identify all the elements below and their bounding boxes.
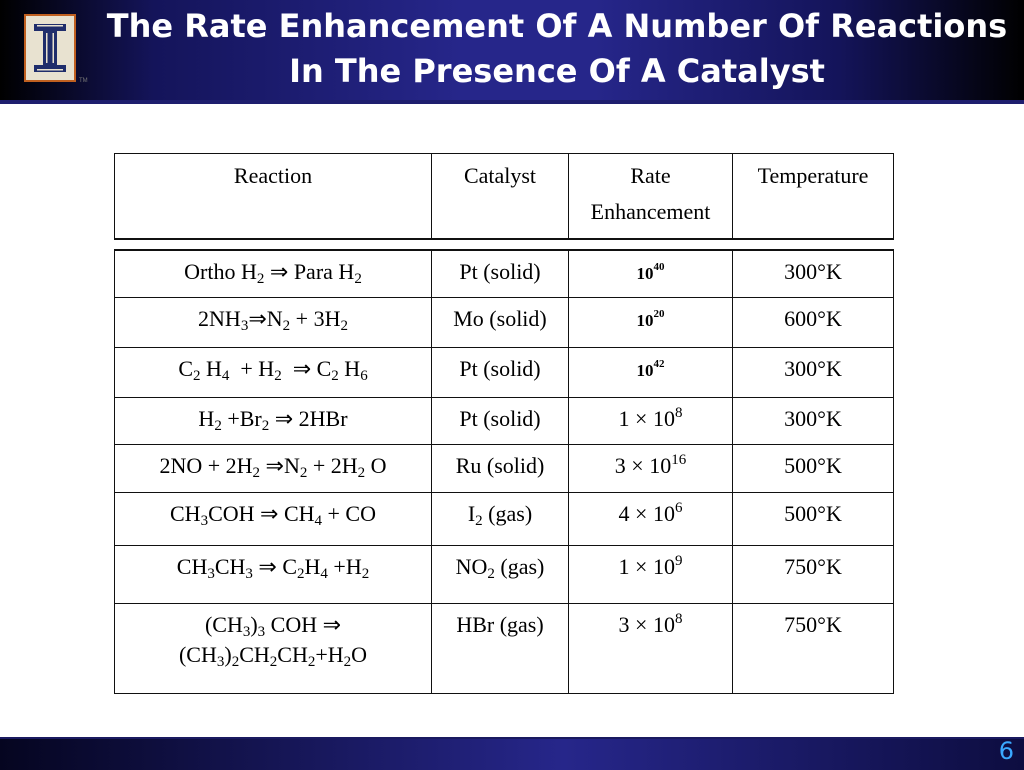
- table-header-row: Reaction Catalyst Rate Enhancement Temper…: [114, 153, 894, 239]
- temperature-cell: 300°K: [732, 397, 894, 445]
- temperature-cell: 500°K: [732, 444, 894, 493]
- rate-value: 3 × 108: [618, 611, 683, 638]
- header-separator: [114, 237, 894, 251]
- illinois-block-i-icon: [24, 14, 76, 82]
- rate-enhancement-cell: 1020: [568, 297, 733, 348]
- header-catalyst: Catalyst: [431, 153, 569, 239]
- rate-enhancement-cell: 1040: [568, 249, 733, 298]
- rate-value: 1 × 108: [618, 405, 683, 432]
- temperature-cell: 750°K: [732, 545, 894, 604]
- reaction-cell: 2NO + 2H2 ⇒N2 + 2H2 O: [114, 444, 432, 493]
- table-body: Ortho H2 ⇒ Para H2 Pt (solid) 1040 300°K 2NH…: [114, 237, 894, 694]
- reaction-cell: (CH3)3 COH ⇒ (CH3)2CH2CH2+H2O: [114, 603, 432, 694]
- rate-value: 1 × 109: [618, 553, 683, 580]
- reaction-cell: CH3COH ⇒ CH4 + CO: [114, 492, 432, 546]
- temperature-cell: 300°K: [732, 347, 894, 398]
- catalyst-cell: Pt (solid): [431, 397, 569, 445]
- rate-enhancement-cell: 3 × 108: [568, 603, 733, 694]
- header-rate-enhancement: Rate Enhancement: [568, 153, 733, 239]
- catalyst-cell: Pt (solid): [431, 347, 569, 398]
- header-rate-line1: Rate: [630, 163, 671, 188]
- header-band: [0, 0, 1024, 100]
- rate-enhancement-cell: 1042: [568, 347, 733, 398]
- table-row: 2NH3⇒N2 + 3H2 Mo (solid) 1020 600°K: [114, 297, 894, 348]
- rate-enhancement-table: Reaction Catalyst Rate Enhancement Temper…: [114, 153, 894, 694]
- table-row: Ortho H2 ⇒ Para H2 Pt (solid) 1040 300°K: [114, 249, 894, 298]
- catalyst-cell: NO2 (gas): [431, 545, 569, 604]
- temperature-cell: 600°K: [732, 297, 894, 348]
- rate-value: 1020: [636, 308, 665, 331]
- header-temperature: Temperature: [732, 153, 894, 239]
- catalyst-cell: Mo (solid): [431, 297, 569, 348]
- table-row: (CH3)3 COH ⇒ (CH3)2CH2CH2+H2O HBr (gas) 3 ×…: [114, 603, 894, 694]
- catalyst-cell: Ru (solid): [431, 444, 569, 493]
- table-row: CH3CH3 ⇒ C2H4 +H2 NO2 (gas) 1 × 109 750°K: [114, 545, 894, 604]
- rate-value: 4 × 106: [618, 500, 683, 527]
- reaction-cell: H2 +Br2 ⇒ 2HBr: [114, 397, 432, 445]
- page-number: 6: [998, 737, 1014, 765]
- rate-enhancement-cell: 4 × 106: [568, 492, 733, 546]
- temperature-cell: 500°K: [732, 492, 894, 546]
- header-divider: [0, 100, 1024, 104]
- reaction-cell: CH3CH3 ⇒ C2H4 +H2: [114, 545, 432, 604]
- temperature-cell: 300°K: [732, 249, 894, 298]
- rate-value: 3 × 1016: [614, 452, 687, 479]
- table-row: CH3COH ⇒ CH4 + CO I2 (gas) 4 × 106 500°K: [114, 492, 894, 546]
- catalyst-cell: Pt (solid): [431, 249, 569, 298]
- reaction-cell: C2 H4 + H2 ⇒ C2 H6: [114, 347, 432, 398]
- rate-value: 1040: [636, 260, 665, 283]
- temperature-cell: 750°K: [732, 603, 894, 694]
- catalyst-cell: I2 (gas): [431, 492, 569, 546]
- catalyst-cell: HBr (gas): [431, 603, 569, 694]
- trademark-mark: TM: [79, 78, 88, 84]
- rate-enhancement-cell: 3 × 1016: [568, 444, 733, 493]
- table-row: H2 +Br2 ⇒ 2HBr Pt (solid) 1 × 108 300°K: [114, 397, 894, 445]
- footer-band: [0, 737, 1024, 770]
- header-reaction: Reaction: [114, 153, 432, 239]
- table-row: 2NO + 2H2 ⇒N2 + 2H2 O Ru (solid) 3 × 1016 5…: [114, 444, 894, 493]
- rate-enhancement-cell: 1 × 108: [568, 397, 733, 445]
- reaction-cell: 2NH3⇒N2 + 3H2: [114, 297, 432, 348]
- header-separator-cell: [114, 237, 894, 251]
- rate-enhancement-cell: 1 × 109: [568, 545, 733, 604]
- slide-title: The Rate Enhancement Of A Number Of Reac…: [106, 7, 1008, 90]
- header-rate-line2: Enhancement: [590, 199, 711, 224]
- rate-value: 1042: [636, 358, 665, 381]
- reaction-cell: Ortho H2 ⇒ Para H2: [114, 249, 432, 298]
- table-row: C2 H4 + H2 ⇒ C2 H6 Pt (solid) 1042 300°K: [114, 347, 894, 398]
